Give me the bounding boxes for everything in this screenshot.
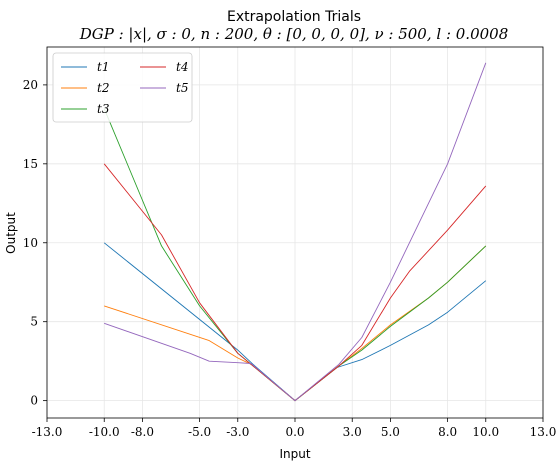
legend-label-t1: t1 [97,60,109,74]
y-tick-label: 15 [23,157,38,171]
x-tick-label: -13.0 [32,425,63,439]
series-layer [103,62,487,402]
x-tick-label: 10.0 [472,425,499,439]
legend-label-t4: t4 [176,60,188,74]
legend-label-t3: t3 [97,102,110,116]
y-tick-label: 5 [30,315,38,329]
legend-label-t2: t2 [97,81,109,95]
chart-title: Extrapolation Trials [227,9,361,25]
legend-box [52,52,193,123]
y-axis-label: Output [4,212,18,254]
series-line-t5 [104,62,487,402]
y-tick-label: 20 [23,78,38,92]
x-tick-label: 5.0 [381,425,400,439]
x-tick-label: -3.0 [226,425,249,439]
y-axis: 0 5 10 15 20 [23,78,47,408]
legend: t1 t2 t3 t4 t5 [52,52,193,123]
series-line-t4 [103,163,487,402]
x-tick-label: 0.0 [285,425,304,439]
x-axis-label: Input [279,447,310,461]
x-tick-label: -8.0 [131,425,154,439]
x-tick-label: 8.0 [438,425,457,439]
chart-subtitle: DGP : |x|, σ : 0, n : 200, θ : [0, 0, 0,… [79,25,509,43]
x-tick-label: 3.0 [343,425,362,439]
x-tick-label: -5.0 [188,425,211,439]
x-tick-label: 13.0 [530,425,557,439]
x-tick-label: -10.0 [89,425,120,439]
legend-label-t5: t5 [176,81,188,95]
x-axis: -13.0 -10.0 -8.0 -5.0 -3.0 0.0 3.0 5.0 8.0 10.0 13… [32,418,557,439]
series-line-t1 [103,242,487,402]
y-tick-label: 10 [23,236,38,250]
y-tick-label: 0 [30,394,38,408]
